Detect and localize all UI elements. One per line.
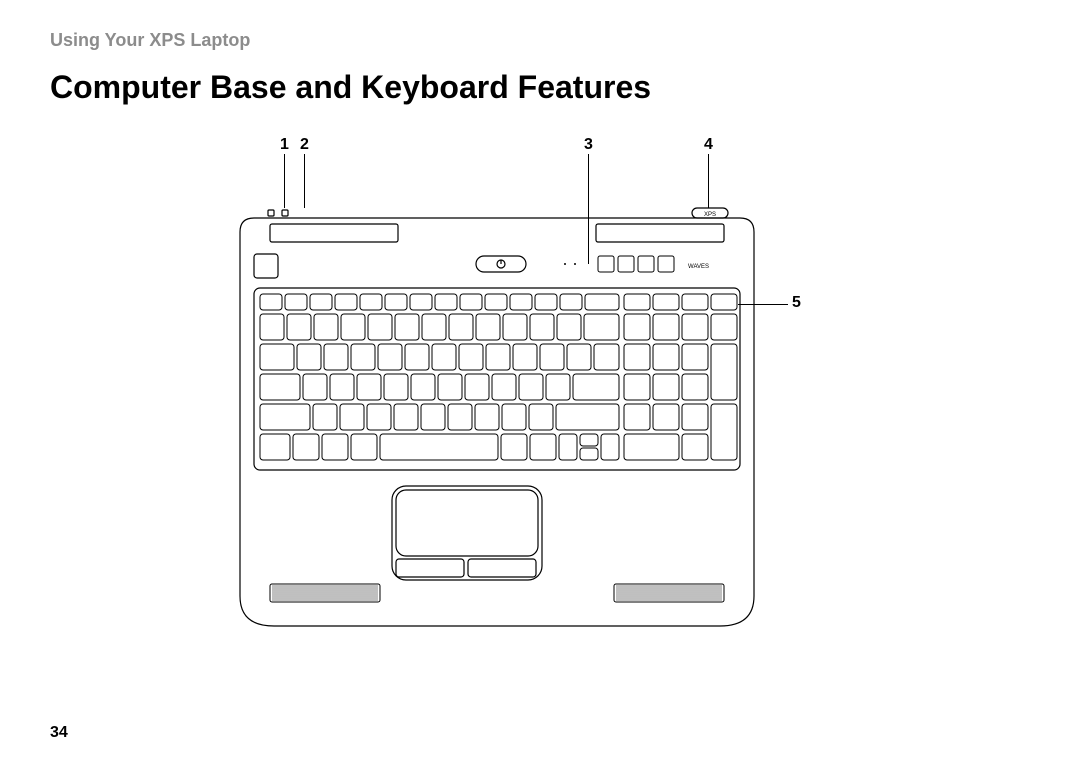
- callout-5-label: 5: [792, 294, 801, 312]
- laptop-svg: XPS: [220, 196, 780, 656]
- manual-page: Using Your XPS Laptop Computer Base and …: [0, 0, 1080, 766]
- callout-4-label: 4: [704, 136, 713, 154]
- breadcrumb: Using Your XPS Laptop: [50, 30, 1030, 51]
- callout-2-label: 2: [300, 136, 309, 154]
- svg-text:XPS: XPS: [704, 212, 716, 218]
- callout-3-label: 3: [584, 136, 593, 154]
- svg-text:WAVES: WAVES: [688, 264, 709, 270]
- laptop-diagram: 1 2 3 4 5 XPS: [200, 136, 920, 656]
- callout-1-label: 1: [280, 136, 289, 154]
- page-title: Computer Base and Keyboard Features: [50, 69, 1030, 106]
- page-number: 34: [50, 724, 68, 742]
- control-strip: WAVES: [598, 256, 709, 272]
